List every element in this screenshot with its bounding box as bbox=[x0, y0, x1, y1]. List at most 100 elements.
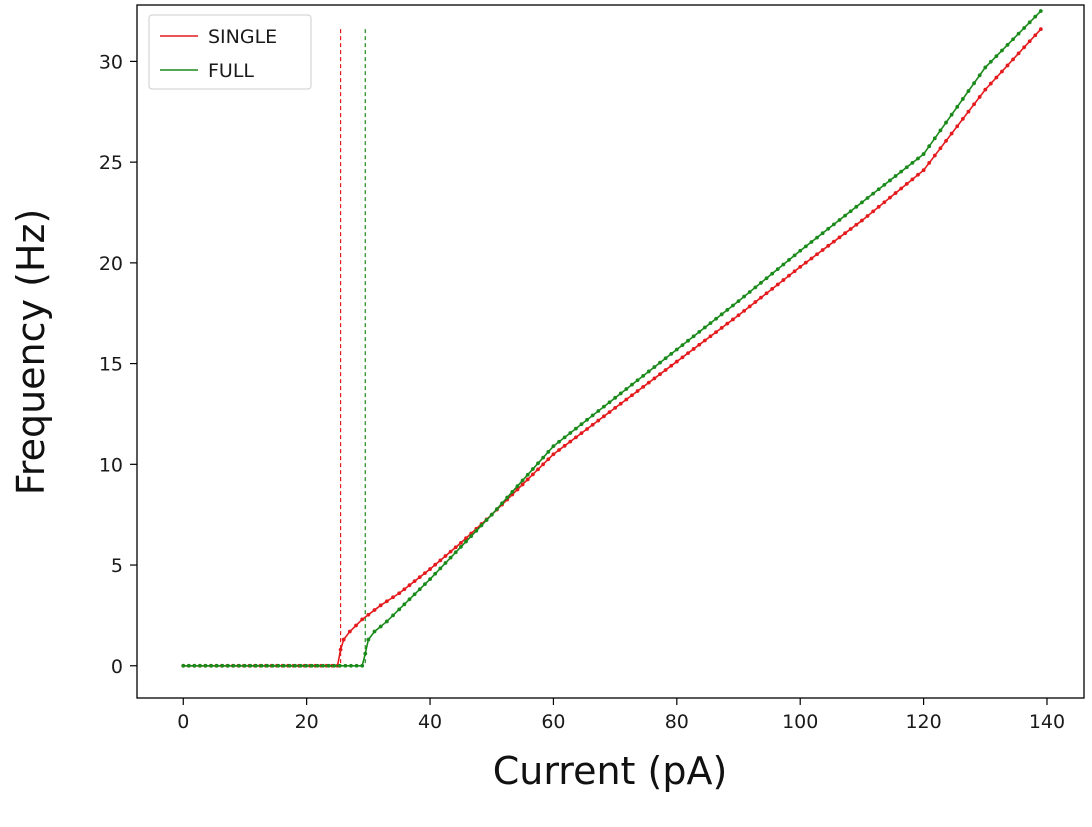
data-point bbox=[854, 222, 859, 227]
data-point bbox=[237, 663, 242, 668]
data-point bbox=[624, 397, 629, 402]
x-tick-label: 40 bbox=[418, 711, 442, 733]
data-point bbox=[510, 489, 515, 494]
data-point bbox=[402, 587, 407, 592]
data-point bbox=[669, 351, 674, 356]
legend-label-single: SINGLE bbox=[208, 26, 277, 48]
data-point bbox=[831, 239, 836, 244]
data-point bbox=[826, 226, 831, 231]
data-point bbox=[293, 663, 297, 668]
data-point bbox=[557, 439, 561, 444]
data-point bbox=[691, 334, 696, 339]
y-axis: 0 5 10 15 20 25 30 bbox=[99, 51, 137, 678]
data-point bbox=[994, 54, 999, 59]
data-point bbox=[546, 457, 551, 462]
x-tick-label: 0 bbox=[177, 711, 189, 733]
data-point bbox=[663, 368, 668, 372]
data-point bbox=[315, 663, 320, 668]
data-point bbox=[484, 518, 489, 522]
data-point bbox=[719, 312, 724, 317]
y-tick-label: 10 bbox=[99, 454, 123, 476]
legend: SINGLE FULL bbox=[148, 14, 312, 90]
data-point bbox=[590, 413, 595, 418]
data-point bbox=[787, 258, 791, 262]
data-point bbox=[1011, 57, 1015, 62]
x-axis-title: Current (pA) bbox=[493, 749, 728, 793]
data-point bbox=[541, 455, 546, 460]
data-point bbox=[525, 477, 530, 482]
data-point bbox=[663, 356, 668, 361]
data-point bbox=[618, 401, 623, 406]
data-point bbox=[443, 561, 448, 565]
data-point bbox=[1038, 9, 1043, 13]
data-point bbox=[988, 81, 993, 86]
data-point bbox=[787, 273, 791, 278]
data-point bbox=[719, 325, 724, 330]
data-point bbox=[860, 200, 864, 205]
data-point bbox=[1033, 14, 1038, 19]
y-tick-label: 0 bbox=[111, 656, 123, 678]
data-point bbox=[259, 663, 264, 668]
data-point bbox=[826, 243, 831, 248]
data-point bbox=[697, 330, 702, 334]
data-point bbox=[448, 555, 453, 560]
data-point bbox=[815, 235, 819, 240]
data-point bbox=[412, 579, 417, 584]
data-point bbox=[742, 308, 747, 313]
data-point bbox=[949, 112, 954, 117]
data-point bbox=[921, 168, 926, 173]
data-point bbox=[697, 342, 702, 347]
data-point bbox=[412, 592, 417, 597]
data-point bbox=[646, 369, 651, 374]
data-point bbox=[899, 169, 904, 174]
data-point bbox=[562, 443, 567, 448]
data-point bbox=[753, 285, 758, 290]
data-point bbox=[407, 597, 412, 602]
data-point bbox=[568, 431, 573, 435]
data-point bbox=[652, 376, 657, 381]
data-point bbox=[809, 256, 814, 261]
data-point bbox=[607, 400, 612, 405]
data-point bbox=[536, 467, 540, 472]
data-point bbox=[944, 120, 948, 125]
data-point bbox=[725, 321, 730, 326]
data-point bbox=[635, 389, 640, 393]
data-point bbox=[843, 213, 847, 218]
y-axis-title: Frequency (Hz) bbox=[9, 209, 53, 496]
data-point bbox=[831, 222, 836, 227]
y-tick-label: 25 bbox=[99, 152, 123, 174]
data-point bbox=[938, 146, 943, 151]
data-point bbox=[714, 330, 718, 334]
data-point bbox=[658, 372, 662, 377]
data-point bbox=[876, 187, 881, 192]
data-point bbox=[287, 663, 292, 668]
data-point bbox=[860, 218, 864, 223]
data-point bbox=[433, 562, 438, 567]
data-point bbox=[326, 663, 331, 668]
data-point bbox=[775, 267, 780, 271]
data-point bbox=[343, 663, 348, 668]
data-point bbox=[977, 95, 982, 99]
data-point bbox=[927, 160, 932, 165]
data-point bbox=[781, 262, 786, 267]
data-point bbox=[613, 395, 618, 400]
data-point bbox=[530, 467, 535, 471]
data-point bbox=[391, 613, 395, 618]
data-point bbox=[702, 325, 707, 330]
data-point bbox=[803, 260, 808, 265]
data-point bbox=[960, 97, 965, 101]
data-point bbox=[423, 571, 427, 575]
data-point bbox=[843, 231, 847, 236]
data-point bbox=[641, 373, 646, 378]
data-point bbox=[579, 422, 584, 427]
data-point bbox=[298, 663, 303, 668]
data-point bbox=[1016, 31, 1021, 36]
data-point bbox=[686, 338, 690, 343]
data-point bbox=[792, 253, 797, 258]
data-point bbox=[888, 178, 892, 183]
data-point bbox=[453, 545, 458, 550]
data-point bbox=[1038, 27, 1043, 32]
data-point bbox=[209, 663, 214, 668]
x-tick-label: 20 bbox=[295, 711, 319, 733]
